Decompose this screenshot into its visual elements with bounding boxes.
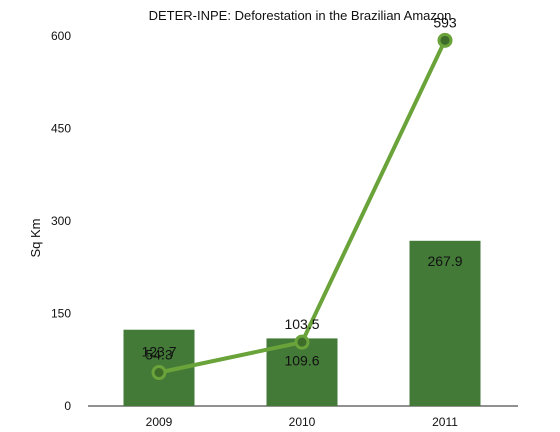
x-tick-label: 2009 (146, 415, 173, 429)
line-value-label: 593 (433, 14, 457, 30)
bar-value-labels: 123.7 109.6 267.9 (141, 253, 462, 369)
y-tick-label: 150 (51, 307, 71, 321)
x-axis-ticks: 2009 2010 2011 (146, 415, 459, 429)
y-tick-label: 300 (51, 214, 71, 228)
line-point (437, 32, 453, 48)
bar (409, 240, 481, 406)
bar-value-label: 123.7 (141, 344, 176, 360)
y-tick-label: 600 (51, 29, 71, 43)
y-axis-label: Sq Km (28, 218, 43, 257)
line-point (294, 334, 310, 350)
bar-value-label: 109.6 (284, 352, 319, 368)
chart-title: DETER-INPE: Deforestation in the Brazili… (149, 8, 452, 23)
y-tick-label: 450 (51, 122, 71, 136)
line-value-label: 103.5 (284, 316, 319, 332)
y-axis-ticks: 0 150 300 450 600 (51, 29, 71, 413)
bar-series (123, 240, 481, 406)
x-tick-label: 2010 (289, 415, 316, 429)
line-value-labels: 54.3 103.5 593 (145, 14, 457, 362)
bar-value-label: 267.9 (427, 253, 462, 269)
x-tick-label: 2011 (432, 415, 458, 429)
line-value-label: 54.3 (145, 347, 172, 363)
y-tick-label: 0 (64, 399, 71, 413)
line-point (151, 365, 167, 381)
line-series (151, 32, 453, 381)
bar (266, 338, 338, 406)
